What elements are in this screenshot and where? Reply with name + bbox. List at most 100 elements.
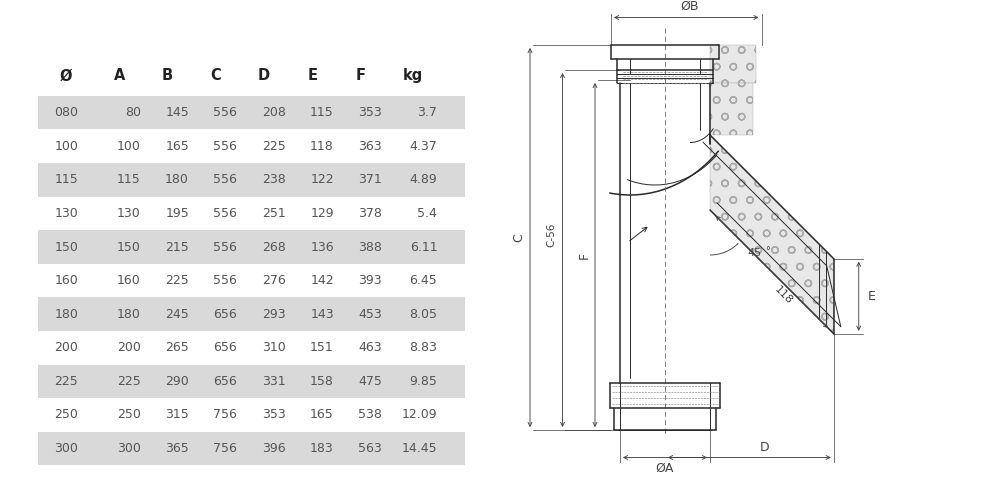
Text: 396: 396 xyxy=(262,442,286,455)
Text: 300: 300 xyxy=(117,442,141,455)
Text: 315: 315 xyxy=(165,408,189,422)
Text: 365: 365 xyxy=(165,442,189,455)
Bar xyxy=(38,331,465,364)
Text: 290: 290 xyxy=(165,375,189,388)
Text: 6.11: 6.11 xyxy=(410,240,437,254)
Text: 6.45: 6.45 xyxy=(410,274,437,287)
Text: 142: 142 xyxy=(310,274,334,287)
Text: 4.89: 4.89 xyxy=(410,174,437,186)
Text: 265: 265 xyxy=(165,341,189,354)
Text: 180: 180 xyxy=(165,174,189,186)
Text: 150: 150 xyxy=(117,240,141,254)
Text: 122: 122 xyxy=(310,174,334,186)
Text: 756: 756 xyxy=(213,442,237,455)
Text: 160: 160 xyxy=(117,274,141,287)
Text: 463: 463 xyxy=(359,341,382,354)
Text: C: C xyxy=(512,233,526,242)
Text: 453: 453 xyxy=(358,308,382,320)
Bar xyxy=(38,196,465,230)
Text: 268: 268 xyxy=(262,240,286,254)
Bar xyxy=(38,230,465,264)
Text: 363: 363 xyxy=(359,140,382,153)
Text: 145: 145 xyxy=(165,106,189,119)
Text: 143: 143 xyxy=(310,308,334,320)
Text: 556: 556 xyxy=(213,207,237,220)
Text: 556: 556 xyxy=(213,106,237,119)
Text: 5.4: 5.4 xyxy=(417,207,437,220)
Text: 80: 80 xyxy=(125,106,141,119)
Text: 215: 215 xyxy=(165,240,189,254)
Bar xyxy=(38,264,465,298)
Text: 656: 656 xyxy=(213,341,237,354)
Text: 200: 200 xyxy=(117,341,141,354)
Text: 208: 208 xyxy=(262,106,286,119)
Polygon shape xyxy=(710,45,756,82)
Text: 118: 118 xyxy=(772,284,794,306)
Text: 45: 45 xyxy=(748,248,762,258)
Text: C: C xyxy=(210,68,221,84)
Text: 563: 563 xyxy=(358,442,382,455)
Text: 378: 378 xyxy=(358,207,382,220)
Text: 12.09: 12.09 xyxy=(402,408,437,422)
Text: 245: 245 xyxy=(165,308,189,320)
Text: ØB: ØB xyxy=(681,0,699,13)
Text: °: ° xyxy=(765,246,770,256)
Text: 151: 151 xyxy=(310,341,334,354)
Bar xyxy=(38,298,465,331)
Text: B: B xyxy=(162,68,173,84)
Text: 538: 538 xyxy=(358,408,382,422)
Text: 130: 130 xyxy=(117,207,141,220)
Text: 14.45: 14.45 xyxy=(402,442,437,455)
Text: 100: 100 xyxy=(54,140,78,153)
Text: 180: 180 xyxy=(117,308,141,320)
Text: 475: 475 xyxy=(358,375,382,388)
Text: 115: 115 xyxy=(54,174,78,186)
Text: 165: 165 xyxy=(165,140,189,153)
Text: 150: 150 xyxy=(54,240,78,254)
Text: 130: 130 xyxy=(54,207,78,220)
Text: 225: 225 xyxy=(54,375,78,388)
Text: 250: 250 xyxy=(117,408,141,422)
Text: 371: 371 xyxy=(358,174,382,186)
Text: 080: 080 xyxy=(54,106,78,119)
Text: 756: 756 xyxy=(213,408,237,422)
Text: 225: 225 xyxy=(117,375,141,388)
Text: 100: 100 xyxy=(117,140,141,153)
Text: A: A xyxy=(114,68,125,84)
Text: D: D xyxy=(258,68,270,84)
Text: ØA: ØA xyxy=(656,462,674,475)
Text: E: E xyxy=(307,68,317,84)
Text: 115: 115 xyxy=(310,106,334,119)
Text: 293: 293 xyxy=(262,308,286,320)
Text: 556: 556 xyxy=(213,240,237,254)
Text: 276: 276 xyxy=(262,274,286,287)
Text: 160: 160 xyxy=(54,274,78,287)
Text: 656: 656 xyxy=(213,308,237,320)
Polygon shape xyxy=(710,82,753,135)
Text: D: D xyxy=(760,441,769,454)
Text: 238: 238 xyxy=(262,174,286,186)
Text: F: F xyxy=(356,68,366,84)
Text: 8.05: 8.05 xyxy=(409,308,437,320)
Text: 225: 225 xyxy=(165,274,189,287)
Text: 115: 115 xyxy=(117,174,141,186)
Text: 393: 393 xyxy=(359,274,382,287)
Text: 556: 556 xyxy=(213,174,237,186)
Text: 300: 300 xyxy=(54,442,78,455)
Text: 331: 331 xyxy=(262,375,286,388)
Text: 129: 129 xyxy=(310,207,334,220)
Text: 353: 353 xyxy=(358,106,382,119)
Text: E: E xyxy=(867,290,875,302)
Text: 353: 353 xyxy=(262,408,286,422)
Text: 195: 195 xyxy=(165,207,189,220)
Bar xyxy=(38,96,465,130)
Text: 136: 136 xyxy=(310,240,334,254)
Text: 388: 388 xyxy=(358,240,382,254)
Bar xyxy=(38,432,465,466)
Text: 556: 556 xyxy=(213,140,237,153)
Text: 8.83: 8.83 xyxy=(409,341,437,354)
Text: 310: 310 xyxy=(262,341,286,354)
Text: 251: 251 xyxy=(262,207,286,220)
Text: 183: 183 xyxy=(310,442,334,455)
Polygon shape xyxy=(710,135,834,334)
